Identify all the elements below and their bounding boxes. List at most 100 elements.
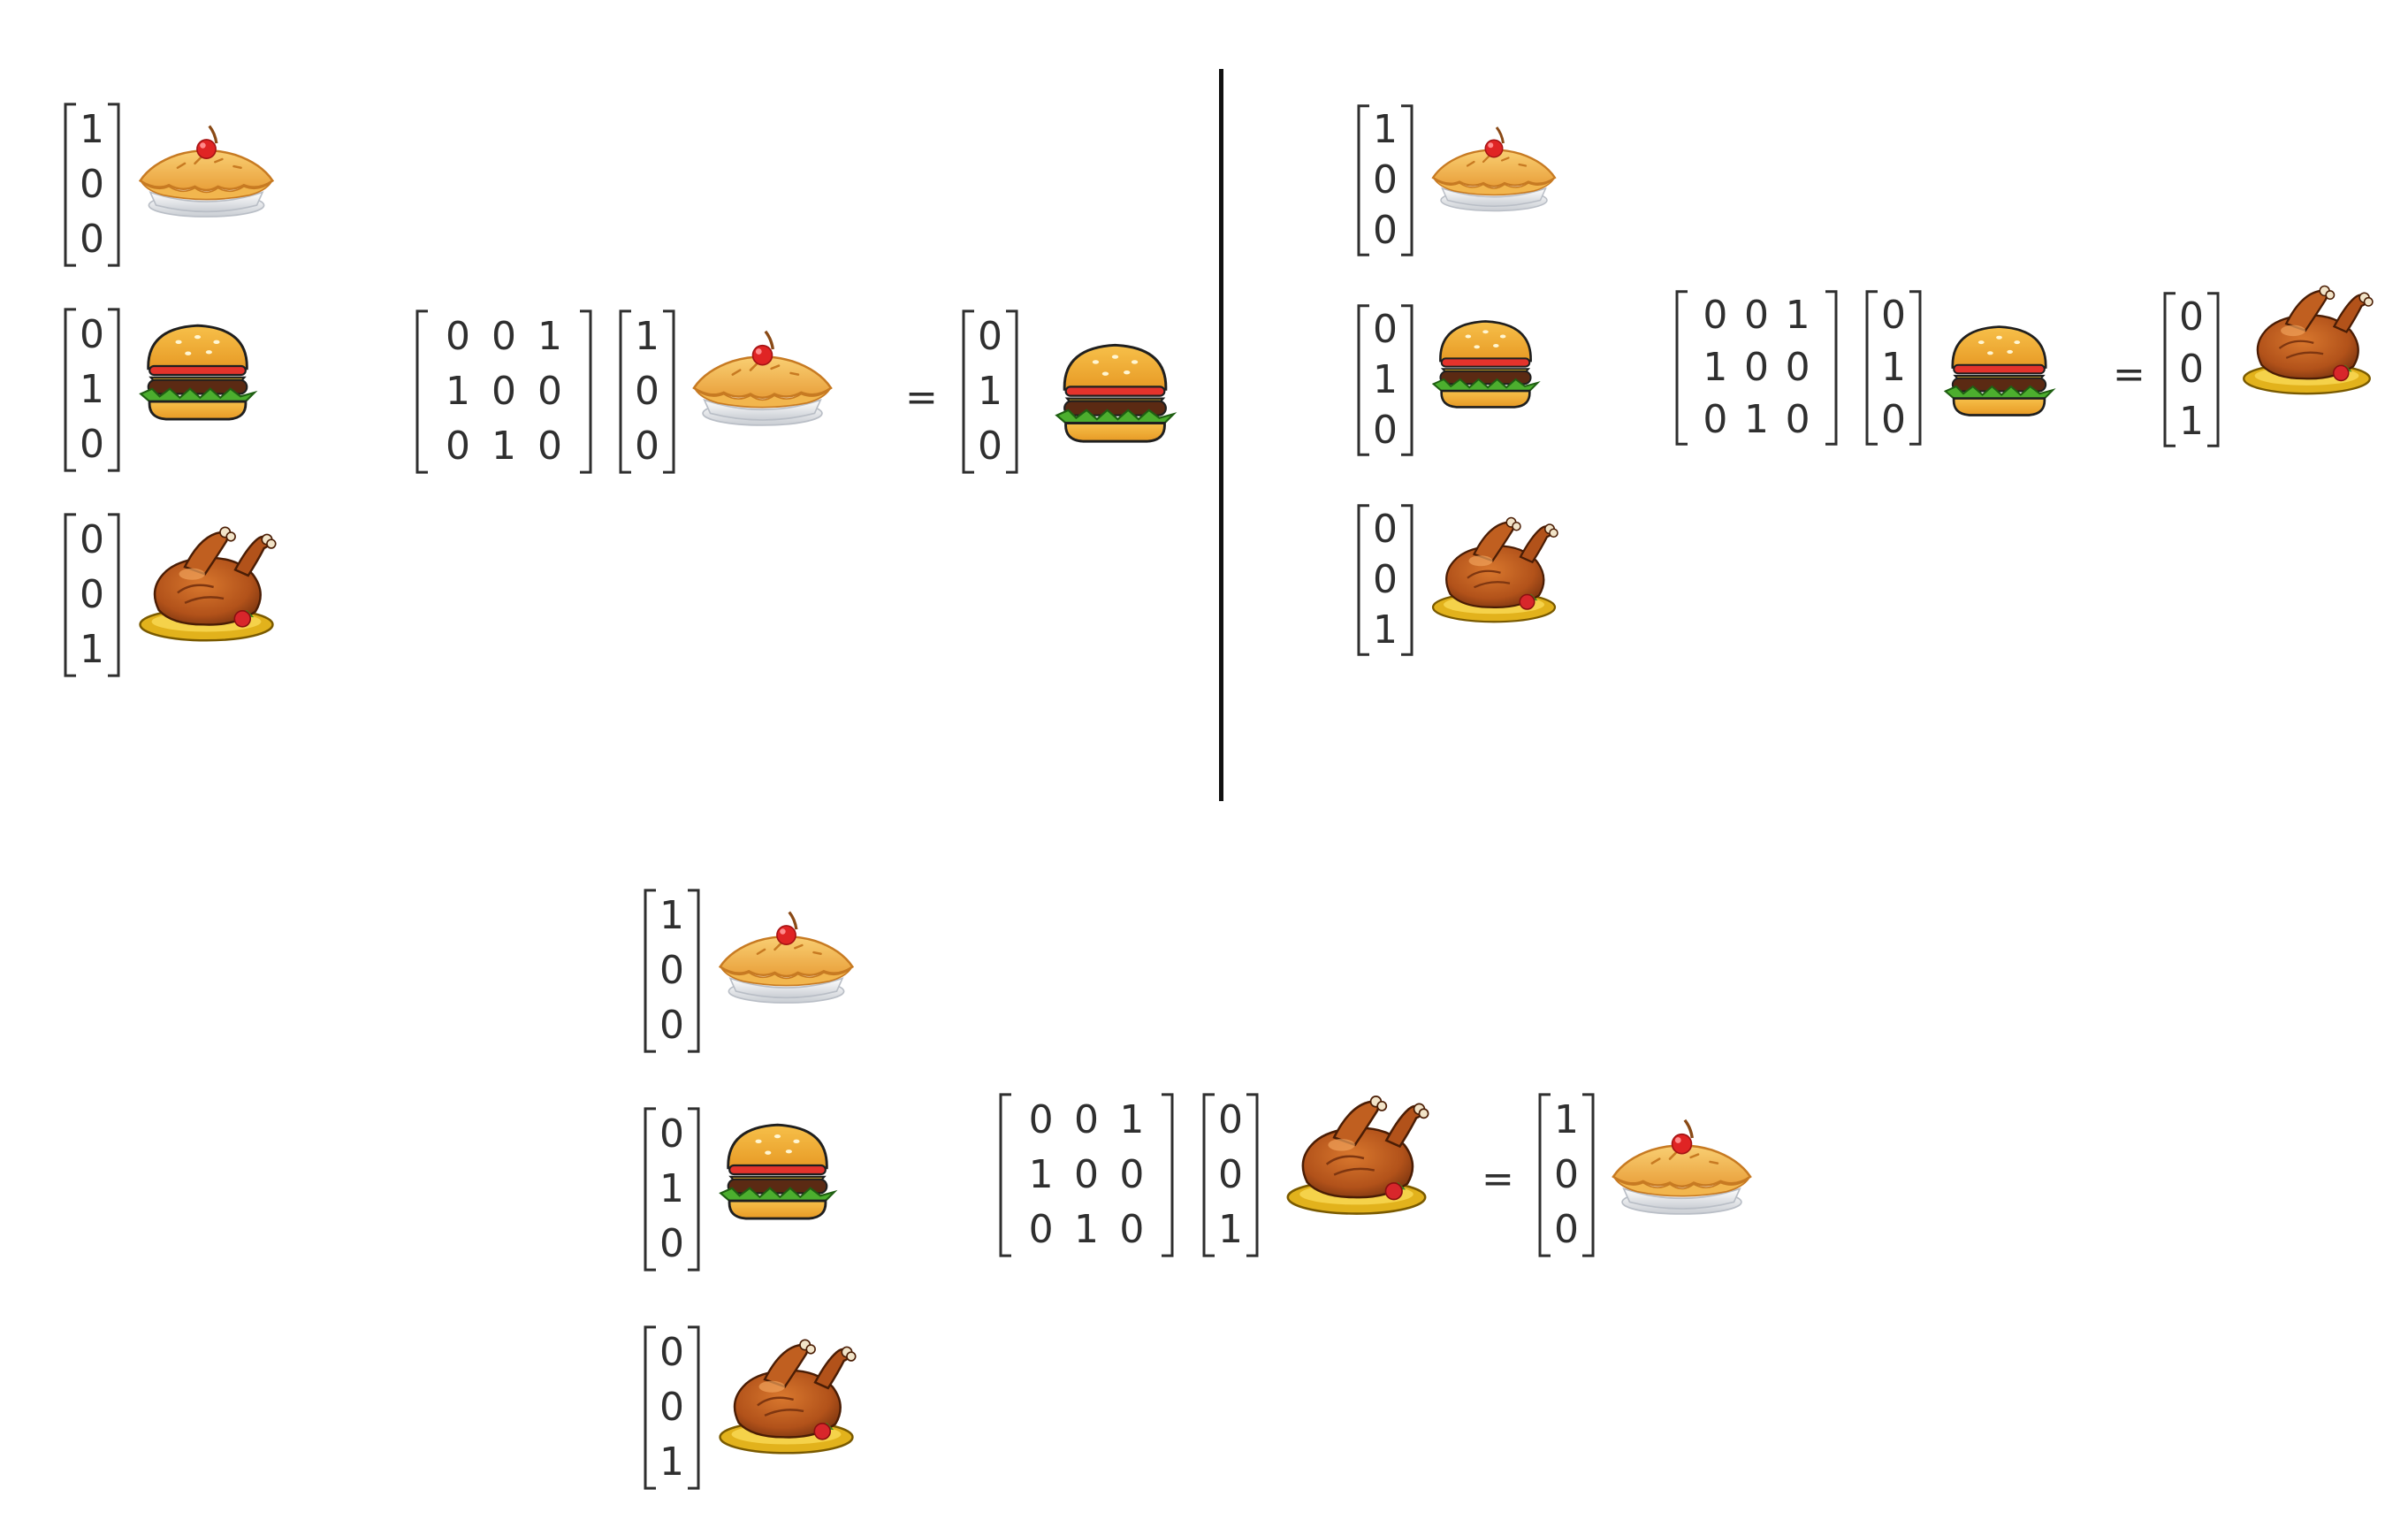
matrix-entry: 0 xyxy=(1743,293,1769,339)
matrix-entry: 1 xyxy=(492,424,516,469)
vector-entry: 0 xyxy=(635,424,659,469)
left-bracket xyxy=(64,103,78,267)
vector-entry: 1 xyxy=(659,1166,684,1211)
vector-entry: 0 xyxy=(80,312,104,357)
left-bracket xyxy=(999,1093,1013,1257)
right-bracket xyxy=(2206,292,2220,447)
vector-entry: 0 xyxy=(80,517,104,562)
vector-entry: 0 xyxy=(80,572,104,617)
matrix-entry: 1 xyxy=(537,314,562,359)
vector-entries: 0 0 1 xyxy=(1216,1093,1245,1257)
vector-entries: 1 0 0 xyxy=(1552,1093,1581,1257)
vector-entry: 1 xyxy=(659,893,684,938)
burger-icon xyxy=(1428,313,1543,412)
vector-entry: 0 xyxy=(978,424,1002,469)
vector-entry: 0 xyxy=(2179,346,2204,392)
right-bracket xyxy=(578,309,592,474)
vector-entry: 0 xyxy=(978,314,1002,359)
pie-icon xyxy=(134,120,278,221)
matrix-entry: 0 xyxy=(1743,344,1769,390)
vector-entries: 0 0 1 xyxy=(78,513,106,677)
right-bracket xyxy=(106,308,120,472)
matrix-entry: 0 xyxy=(1785,344,1810,390)
matrix-entry: 0 xyxy=(537,424,562,469)
legend-vector-pie: 1 0 0 xyxy=(644,889,700,1053)
matrix-entry: 0 xyxy=(446,314,470,359)
right-bracket xyxy=(1581,1093,1595,1257)
left-bracket xyxy=(1357,304,1371,456)
vector-entry: 1 xyxy=(1881,344,1906,390)
matrix-entry: 1 xyxy=(1743,396,1769,442)
matrix-entry: 0 xyxy=(492,369,516,414)
vector-entry: 0 xyxy=(1373,506,1398,552)
turkey-icon xyxy=(2238,281,2375,401)
input-vector: 1 0 0 xyxy=(619,309,675,474)
output-vector: 0 1 0 xyxy=(962,309,1018,474)
left-bracket xyxy=(415,309,430,474)
right-bracket xyxy=(106,513,120,677)
vector-entry: 0 xyxy=(1373,157,1398,202)
vector-entry: 0 xyxy=(1554,1152,1579,1197)
matrix-entry: 0 xyxy=(492,314,516,359)
vector-entries: 1 0 0 xyxy=(78,103,106,267)
vector-entry: 1 xyxy=(80,627,104,672)
right-bracket xyxy=(1908,290,1922,446)
left-bracket xyxy=(962,309,976,474)
vector-entry: 0 xyxy=(80,217,104,262)
right-bracket xyxy=(1160,1093,1174,1257)
matrix-entry: 1 xyxy=(1073,1207,1099,1252)
turkey-icon xyxy=(714,1334,858,1461)
matrix-entry: 1 xyxy=(1028,1152,1054,1197)
vector-entries: 0 0 1 xyxy=(2177,292,2206,447)
matrix-entry: 1 xyxy=(1703,344,1728,390)
vector-entry: 1 xyxy=(80,367,104,412)
right-bracket xyxy=(1399,304,1414,456)
left-bracket xyxy=(644,889,658,1053)
matrix-entry: 0 xyxy=(446,424,470,469)
burger-icon xyxy=(1939,318,2059,420)
left-bracket xyxy=(64,513,78,677)
pie-icon xyxy=(688,325,837,430)
left-bracket xyxy=(619,309,633,474)
vector-entry: 0 xyxy=(80,162,104,207)
turkey-icon xyxy=(1282,1091,1431,1221)
equals-sign: = xyxy=(1482,1157,1514,1202)
left-bracket xyxy=(1865,290,1879,446)
burger-icon xyxy=(1050,336,1180,447)
vector-entry: 0 xyxy=(1373,556,1398,602)
matrix-entry: 0 xyxy=(537,369,562,414)
left-bracket xyxy=(1538,1093,1552,1257)
vector-entry: 1 xyxy=(1373,356,1398,402)
vector-entry: 1 xyxy=(1218,1207,1243,1252)
equals-sign: = xyxy=(2113,352,2145,397)
right-bracket xyxy=(686,889,700,1053)
matrix-entry: 0 xyxy=(1028,1207,1054,1252)
vector-entry: 0 xyxy=(2179,294,2204,340)
vector-entry: 0 xyxy=(1881,293,1906,339)
right-bracket xyxy=(106,103,120,267)
legend-vector-turkey: 0 0 1 xyxy=(644,1325,700,1490)
output-vector: 1 0 0 xyxy=(1538,1093,1595,1257)
matrix-entry: 0 xyxy=(1028,1097,1054,1142)
vector-entry: 0 xyxy=(659,948,684,993)
matrix-entry: 1 xyxy=(1119,1097,1145,1142)
vector-entry: 0 xyxy=(659,1111,684,1157)
vector-entries: 1 0 0 xyxy=(633,309,661,474)
left-bracket xyxy=(2163,292,2177,447)
matrix-entry: 1 xyxy=(446,369,470,414)
vector-entry: 1 xyxy=(1373,607,1398,653)
right-bracket xyxy=(686,1107,700,1272)
pie-icon xyxy=(1428,122,1560,215)
vector-entry: 0 xyxy=(1373,306,1398,352)
matrix-entry: 0 xyxy=(1703,293,1728,339)
